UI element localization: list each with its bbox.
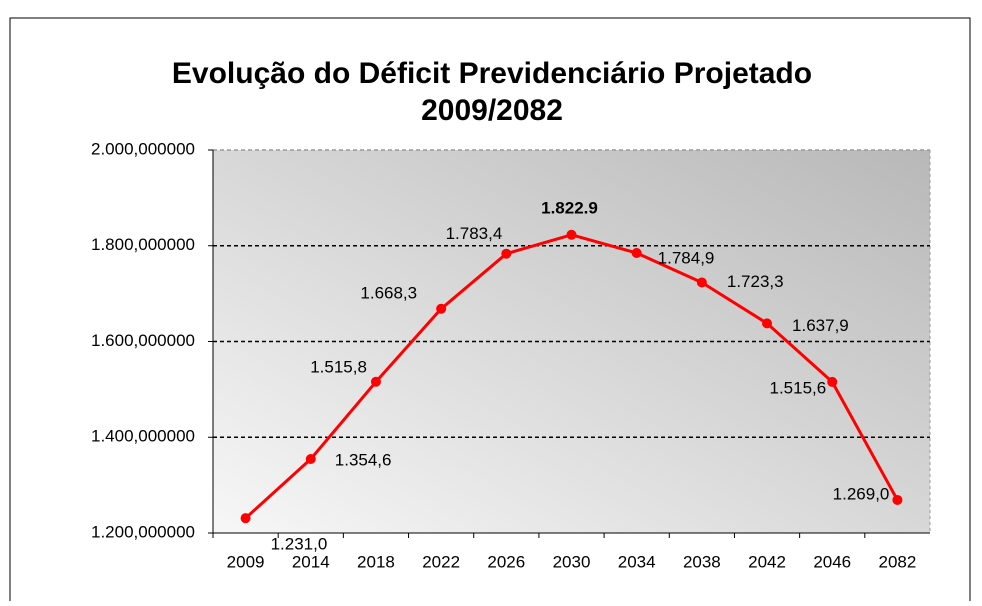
y-tick-label: 1.600,000000 bbox=[91, 331, 195, 350]
y-tick-label: 1.200,000000 bbox=[91, 522, 195, 541]
value-label: 1.269,0 bbox=[833, 484, 890, 503]
marker bbox=[305, 453, 316, 464]
marker bbox=[762, 318, 773, 329]
y-tick-label: 1.400,000000 bbox=[91, 427, 195, 446]
x-tick-label: 2046 bbox=[813, 552, 851, 571]
chart-title: 2009/2082 bbox=[421, 94, 563, 127]
marker bbox=[566, 229, 577, 240]
x-tick-label: 2026 bbox=[487, 552, 525, 571]
value-label: 1.723,3 bbox=[727, 272, 784, 291]
marker bbox=[696, 277, 707, 288]
marker bbox=[240, 513, 251, 524]
x-tick-label: 2042 bbox=[748, 552, 786, 571]
x-tick-label: 2018 bbox=[357, 552, 395, 571]
x-tick-label: 2034 bbox=[618, 552, 656, 571]
x-tick-label: 2038 bbox=[683, 552, 721, 571]
y-tick-label: 1.800,000000 bbox=[91, 235, 195, 254]
x-tick-label: 2082 bbox=[878, 552, 916, 571]
value-label: 1.515,6 bbox=[769, 378, 826, 397]
value-label: 1.783,4 bbox=[446, 224, 503, 243]
x-tick-label: 2030 bbox=[553, 552, 591, 571]
x-tick-label: 2014 bbox=[292, 552, 330, 571]
value-label: 1.822.9 bbox=[541, 198, 598, 217]
value-label: 1.784,9 bbox=[658, 248, 715, 267]
y-tick-label: 2.000,000000 bbox=[91, 139, 195, 158]
chart-title: Evolução do Déficit Previdenciário Proje… bbox=[172, 57, 812, 90]
x-tick-label: 2009 bbox=[227, 552, 265, 571]
marker bbox=[892, 494, 903, 505]
marker bbox=[501, 248, 512, 259]
marker bbox=[370, 376, 381, 387]
value-label: 1.668,3 bbox=[360, 283, 417, 302]
marker bbox=[436, 303, 447, 314]
value-label: 1.515,8 bbox=[310, 357, 367, 376]
marker bbox=[827, 376, 838, 387]
value-label: 1.354,6 bbox=[335, 450, 392, 469]
value-label: 1.637,9 bbox=[792, 316, 849, 335]
marker bbox=[631, 247, 642, 258]
x-tick-label: 2022 bbox=[422, 552, 460, 571]
value-label: 1.231,0 bbox=[271, 535, 328, 554]
